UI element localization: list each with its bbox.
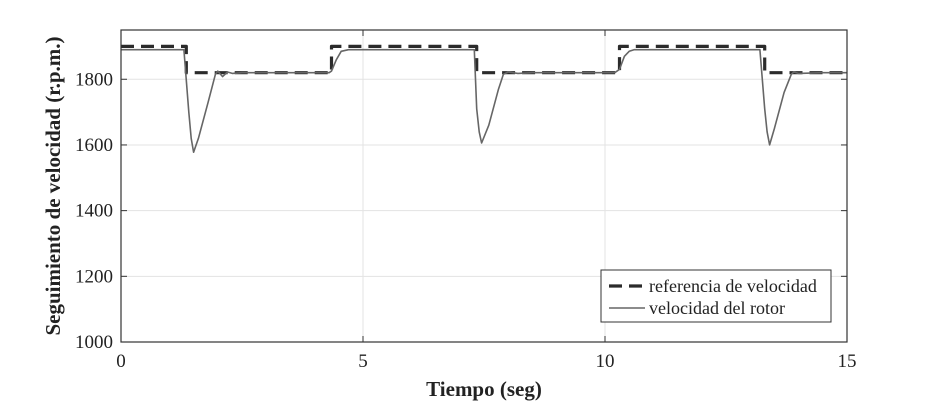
y-tick-label: 1600 (75, 135, 113, 156)
x-tick-label: 5 (358, 351, 368, 372)
y-tick-label: 1000 (75, 332, 113, 353)
plot-frame (120, 29, 848, 343)
x-tick-label: 10 (596, 351, 615, 372)
y-axis-label: Seguimiento de velocidad (r.p.m.) (41, 36, 65, 335)
series-line-reference (121, 44, 847, 75)
series-line-rotor (121, 48, 847, 153)
legend-box (600, 269, 832, 323)
y-tick-label: 1200 (75, 266, 113, 287)
x-tick-label: 0 (116, 351, 126, 372)
x-tick-label: 15 (838, 351, 857, 372)
y-tick-label: 1800 (75, 69, 113, 90)
ticks: 0 5 10 15 1000 1200 1400 1600 1800 (75, 30, 857, 372)
legend-label: referencia de velocidad (649, 276, 817, 296)
series-layer (121, 44, 847, 153)
legend-label: velocidad del rotor (649, 298, 785, 318)
x-axis-label: Tiempo (seg) (426, 377, 542, 401)
y-tick-label: 1400 (75, 201, 113, 222)
